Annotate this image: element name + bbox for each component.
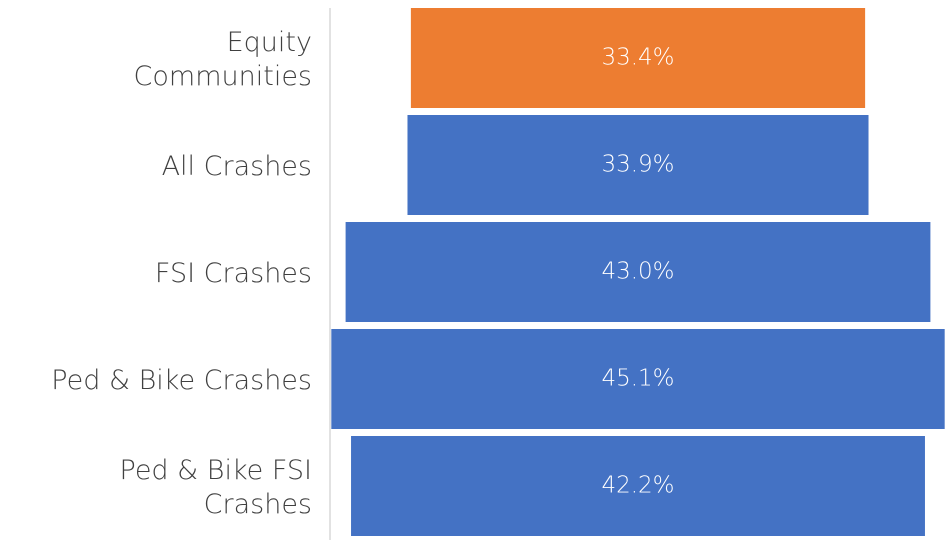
bar bbox=[407, 115, 869, 215]
category-text: All Crashes bbox=[161, 151, 312, 182]
category-label: All Crashes bbox=[0, 115, 312, 219]
bar bbox=[410, 8, 866, 108]
value-label: 42.2% bbox=[601, 473, 674, 499]
category-label: Ped & Bike FSI Crashes bbox=[0, 436, 313, 540]
category-label: Equity Communities bbox=[0, 8, 312, 112]
category-text: Equity Communities bbox=[133, 27, 312, 92]
value-label: 43.0% bbox=[601, 259, 674, 285]
category-text: FSI Crashes bbox=[154, 258, 312, 289]
value-label: 33.9% bbox=[601, 152, 674, 178]
value-label: 33.4% bbox=[601, 45, 674, 71]
category-label: Ped & Bike Crashes bbox=[0, 329, 312, 433]
bar bbox=[345, 222, 931, 322]
category-text: Ped & Bike FSI Crashes bbox=[119, 455, 313, 520]
category-text: Ped & Bike Crashes bbox=[51, 365, 312, 396]
bar bbox=[351, 436, 925, 536]
category-label: FSI Crashes bbox=[0, 222, 312, 326]
bar bbox=[331, 329, 945, 429]
value-label: 45.1% bbox=[601, 366, 674, 392]
